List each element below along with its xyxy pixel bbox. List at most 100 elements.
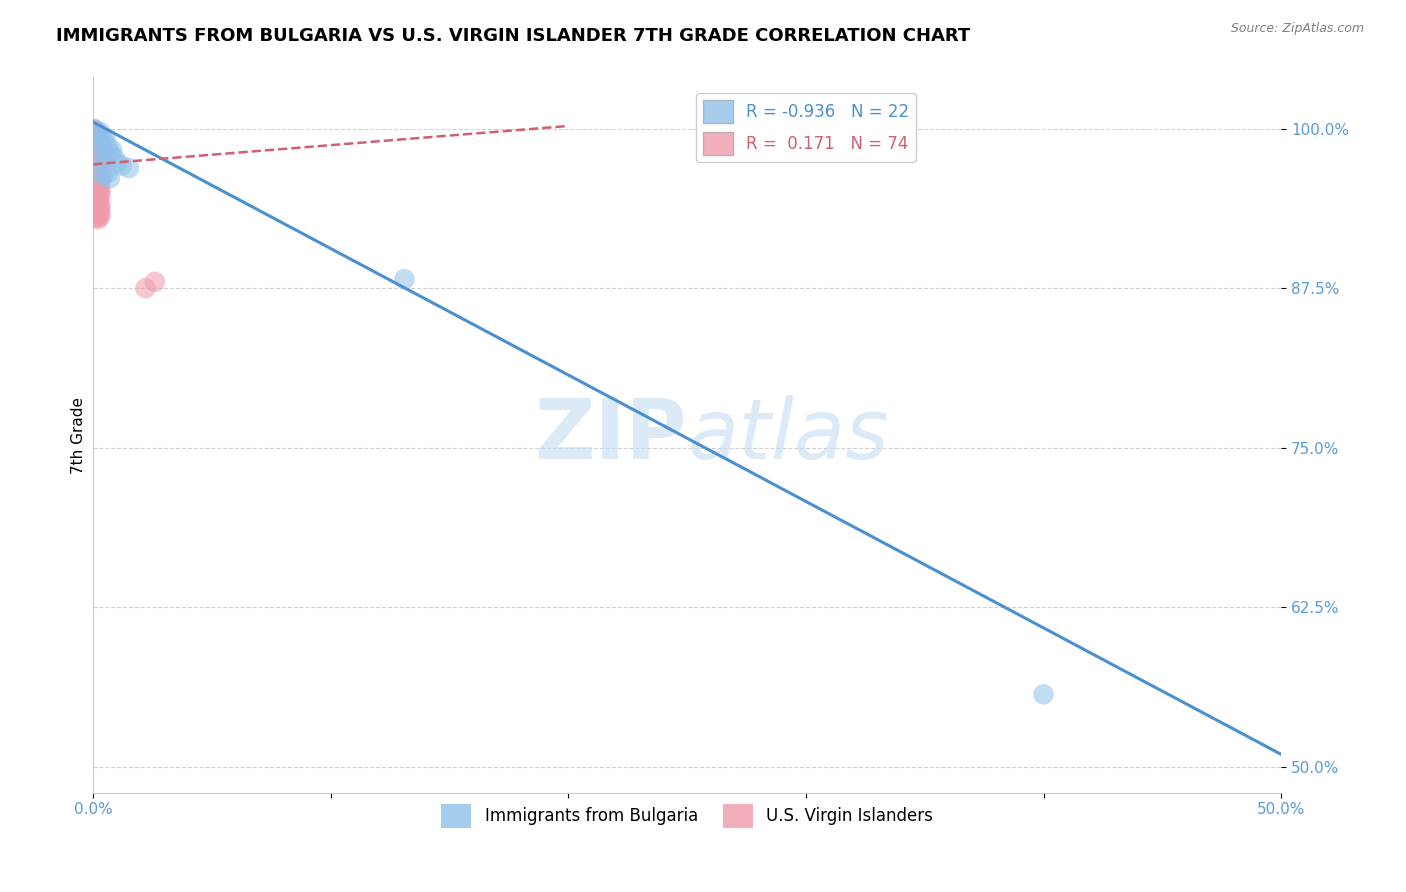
Point (91, 169, 114, 183)
Point (87, 190, 110, 204)
Point (87, 195, 110, 210)
Point (394, 272, 416, 286)
Point (84, 192, 107, 206)
Point (87, 186, 110, 201)
Point (82, 166, 104, 180)
Point (82, 193, 104, 207)
Point (87, 163, 110, 178)
Point (82, 145, 104, 159)
Point (84, 180, 107, 194)
Point (84, 139, 107, 153)
Point (89, 201, 111, 215)
Point (89, 147, 111, 161)
Point (98, 171, 121, 186)
Point (89, 174, 111, 188)
Point (143, 275, 166, 289)
Point (87, 178, 110, 192)
Point (84, 183, 107, 197)
Point (82, 175, 104, 189)
Point (89, 169, 111, 184)
Point (84, 194, 107, 209)
Point (84, 152, 107, 166)
Point (87, 161, 110, 175)
Point (134, 281, 156, 295)
Point (87, 157, 110, 171)
Point (118, 161, 141, 175)
Point (89, 154, 111, 169)
Point (82, 125, 104, 139)
Point (84, 160, 107, 174)
Point (87, 165, 110, 179)
Point (84, 188, 107, 202)
Point (96, 138, 118, 153)
Point (82, 123, 104, 137)
Point (96, 166, 118, 180)
Point (87, 128, 110, 142)
Text: ZIP: ZIP (534, 394, 688, 475)
Point (94, 148, 117, 162)
Point (87, 142, 110, 156)
Point (82, 130, 104, 145)
Point (89, 153, 111, 168)
Text: IMMIGRANTS FROM BULGARIA VS U.S. VIRGIN ISLANDER 7TH GRADE CORRELATION CHART: IMMIGRANTS FROM BULGARIA VS U.S. VIRGIN … (56, 27, 970, 45)
Point (89, 163, 111, 178)
Point (84, 127, 107, 141)
Point (82, 134, 104, 148)
Point (91, 133, 114, 147)
Point (82, 121, 104, 136)
Point (91, 141, 114, 155)
Point (82, 136, 104, 151)
Point (84, 171, 107, 186)
Point (87, 133, 110, 147)
Point (98, 145, 121, 160)
Text: atlas: atlas (688, 394, 889, 475)
Point (87, 145, 110, 160)
Point (84, 148, 107, 162)
Point (87, 212, 110, 227)
Point (84, 207, 107, 221)
Text: Source: ZipAtlas.com: Source: ZipAtlas.com (1230, 22, 1364, 36)
Point (87, 204, 110, 219)
Point (84, 156, 107, 170)
Point (87, 128, 110, 142)
Point (87, 208, 110, 222)
Point (84, 143, 107, 157)
Point (103, 151, 125, 165)
Point (89, 125, 111, 139)
Point (89, 136, 111, 150)
Point (89, 210, 111, 224)
Point (84, 129, 107, 144)
Point (84, 136, 107, 150)
Point (89, 181, 111, 195)
Point (84, 124, 107, 138)
Point (84, 211, 107, 225)
Point (89, 186, 111, 200)
Legend: Immigrants from Bulgaria, U.S. Virgin Islanders: Immigrants from Bulgaria, U.S. Virgin Is… (434, 797, 939, 834)
Point (89, 197, 111, 211)
Point (89, 159, 111, 173)
Point (84, 162, 107, 177)
Point (101, 143, 124, 157)
Point (111, 159, 134, 173)
Point (84, 123, 107, 137)
Point (87, 153, 110, 168)
Point (87, 199, 110, 213)
Point (105, 156, 128, 170)
Point (87, 179, 110, 194)
Point (82, 151, 104, 165)
Y-axis label: 7th Grade: 7th Grade (72, 397, 86, 474)
Point (87, 138, 110, 153)
Point (89, 189, 111, 203)
Point (1032, 687, 1054, 701)
Point (84, 177, 107, 191)
Point (87, 150, 110, 164)
Point (84, 132, 107, 146)
Point (84, 198, 107, 212)
Point (87, 169, 110, 183)
Point (87, 172, 110, 186)
Point (84, 203, 107, 218)
Point (87, 184, 110, 198)
Point (87, 202, 110, 216)
Point (89, 141, 111, 155)
Point (94, 130, 117, 145)
